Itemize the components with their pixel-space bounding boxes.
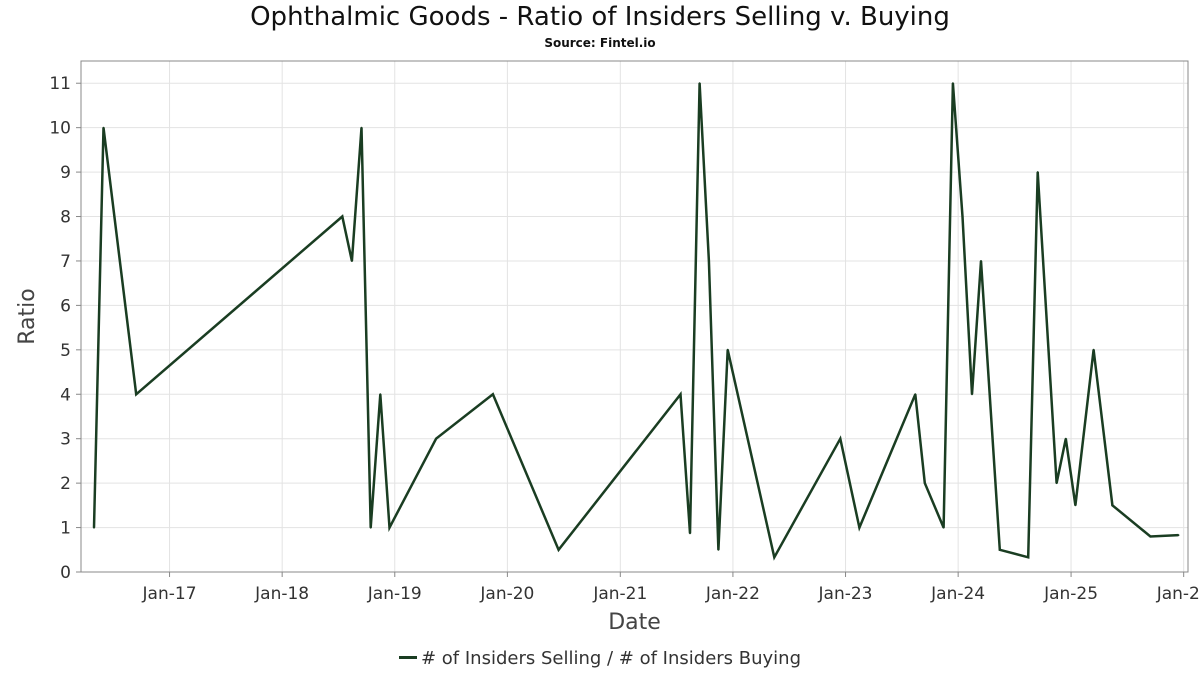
data-point [923,482,926,485]
data-point [135,393,138,396]
x-tick-label: Jan-21 [592,584,647,604]
data-point [707,260,710,262]
data-point [971,393,973,396]
y-tick-label: 0 [60,563,71,583]
y-tick-label: 6 [60,296,71,316]
data-point [341,215,344,218]
chart-title: Ophthalmic Goods - Ratio of Insiders Sel… [250,2,950,32]
x-axis-ticks: Jan-17 Jan-18 Jan-19 Jan-20 Jan-21 Jan-22 Jan-… [142,572,1200,604]
data-point [1111,504,1114,507]
data-point [1092,348,1095,351]
data-point [1074,504,1077,507]
y-axis-title: Ratio [15,288,40,344]
x-axis-title: Date [608,610,661,635]
data-point [914,393,917,396]
x-tick-label: Jan-26 [1156,584,1200,604]
series-line [92,83,1179,561]
legend-label: # of Insiders Selling / # of Insiders Bu… [420,648,802,669]
x-tick-label: Jan-22 [705,584,760,604]
data-point [858,526,861,529]
y-tick-label: 8 [60,208,71,228]
data-point [698,82,701,85]
y-axis-ticks: 0 1 2 3 4 5 6 7 8 9 10 11 [49,74,81,583]
data-point [1177,534,1180,537]
y-tick-label: 9 [60,163,71,183]
data-point [689,532,691,535]
series-layer [92,82,1180,561]
plot-area [80,60,1189,573]
y-tick-label: 7 [60,252,71,272]
y-tick-label: 5 [60,341,71,361]
legend-swatch [398,655,417,659]
data-point [557,548,560,551]
x-tick-label: Jan-20 [479,584,534,604]
grid-lines [81,61,1188,573]
y-tick-label: 4 [60,385,71,405]
y-tick-label: 10 [49,119,71,139]
x-tick-label: Jan-17 [142,584,197,604]
data-point [350,260,353,262]
x-tick-label: Jan-18 [254,584,309,604]
data-point [679,393,682,396]
data-point [388,526,391,529]
data-point [726,348,729,351]
data-point [773,556,776,559]
x-tick-label: Jan-23 [818,584,873,604]
data-point [435,437,438,440]
x-tick-label: Jan-19 [367,584,422,604]
data-point [93,526,95,529]
data-point [1055,482,1058,485]
y-tick-label: 11 [49,74,71,94]
data-point [961,215,964,218]
data-point [102,126,105,129]
data-point [369,526,372,529]
data-point [1027,556,1030,559]
data-point [491,393,494,396]
data-point [942,526,945,529]
data-point [951,82,954,85]
y-tick-label: 3 [60,430,71,450]
chart-subtitle: Source: Fintel.io [544,36,656,50]
data-point [1149,535,1152,538]
y-tick-label: 1 [60,519,71,539]
data-point [717,548,720,551]
data-point [980,260,982,262]
x-tick-label: Jan-24 [930,584,985,604]
data-point [839,437,842,440]
legend: # of Insiders Selling / # of Insiders Bu… [0,648,1200,669]
data-point [360,126,363,129]
x-tick-label: Jan-25 [1043,584,1098,604]
data-point [998,548,1001,551]
data-point [379,393,382,396]
y-tick-label: 2 [60,474,71,494]
data-point [1036,171,1039,174]
data-point [1064,437,1067,440]
